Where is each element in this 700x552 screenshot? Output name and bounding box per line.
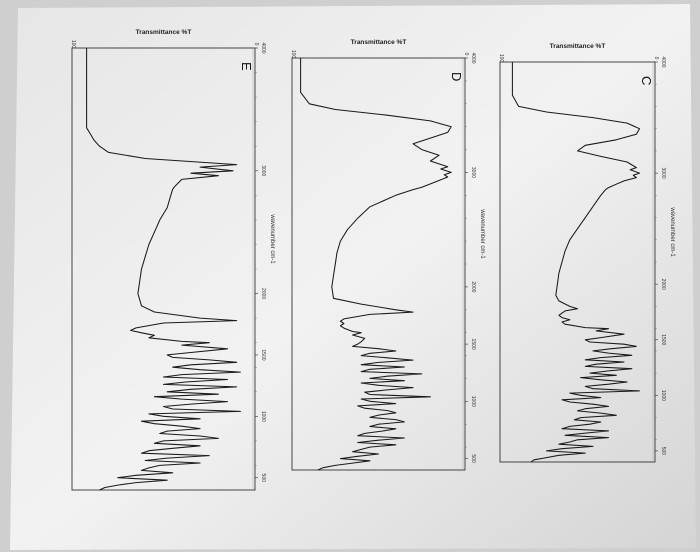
- x-axis-label: wavenumber cm-1: [669, 206, 675, 257]
- x-tick-label: 3000: [660, 168, 666, 179]
- x-axis-label: wavenumber cm-1: [269, 213, 275, 264]
- x-tick-label: 500: [470, 454, 476, 463]
- x-tick-label: 1000: [660, 390, 666, 401]
- y-tick-label-0: 0: [253, 43, 259, 46]
- y-axis-title: Transmittance %T: [550, 43, 606, 50]
- y-tick-label-0: 0: [653, 57, 659, 60]
- x-tick-label: 3000: [470, 167, 476, 178]
- x-tick-label: 4000: [660, 56, 666, 67]
- x-tick-label: 2000: [470, 281, 476, 292]
- panel-letter: E: [239, 62, 254, 71]
- y-axis-title: Transmittance %T: [351, 39, 407, 46]
- y-axis-title: Transmittance %T: [136, 29, 192, 36]
- spectrum-line: [86, 48, 241, 491]
- x-tick-label: 1500: [660, 334, 666, 345]
- y-tick-label-100: 100: [290, 50, 296, 59]
- x-tick-label: 2000: [660, 279, 666, 290]
- spectrum-line: [300, 58, 452, 471]
- spectrum-line: [511, 62, 641, 463]
- y-tick-label-100: 100: [70, 40, 76, 49]
- x-tick-label: 4000: [260, 42, 266, 53]
- y-tick-label-0: 0: [463, 53, 469, 56]
- x-tick-label: 500: [260, 474, 266, 483]
- x-tick-label: 1500: [260, 349, 266, 360]
- x-tick-label: 2000: [260, 288, 266, 299]
- x-tick-label: 500: [660, 447, 666, 456]
- x-tick-label: 1000: [470, 396, 476, 407]
- x-axis-label: wavenumber cm-1: [479, 208, 485, 259]
- paper-sheet: [10, 4, 696, 550]
- x-tick-label: 1500: [470, 339, 476, 350]
- x-tick-label: 1000: [260, 411, 266, 422]
- x-tick-label: 4000: [470, 52, 476, 63]
- x-tick-label: 3000: [260, 165, 266, 176]
- panel-letter: C: [639, 76, 654, 85]
- y-tick-label-100: 100: [498, 54, 504, 63]
- panel-letter: D: [449, 72, 464, 81]
